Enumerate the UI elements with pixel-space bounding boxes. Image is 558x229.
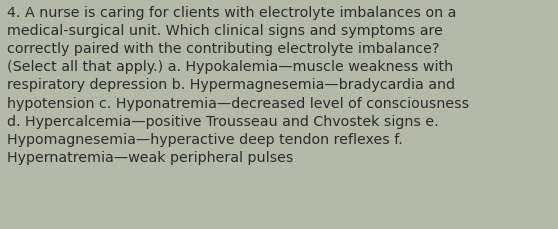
Text: 4. A nurse is caring for clients with electrolyte imbalances on a
medical-surgic: 4. A nurse is caring for clients with el…	[7, 6, 469, 164]
